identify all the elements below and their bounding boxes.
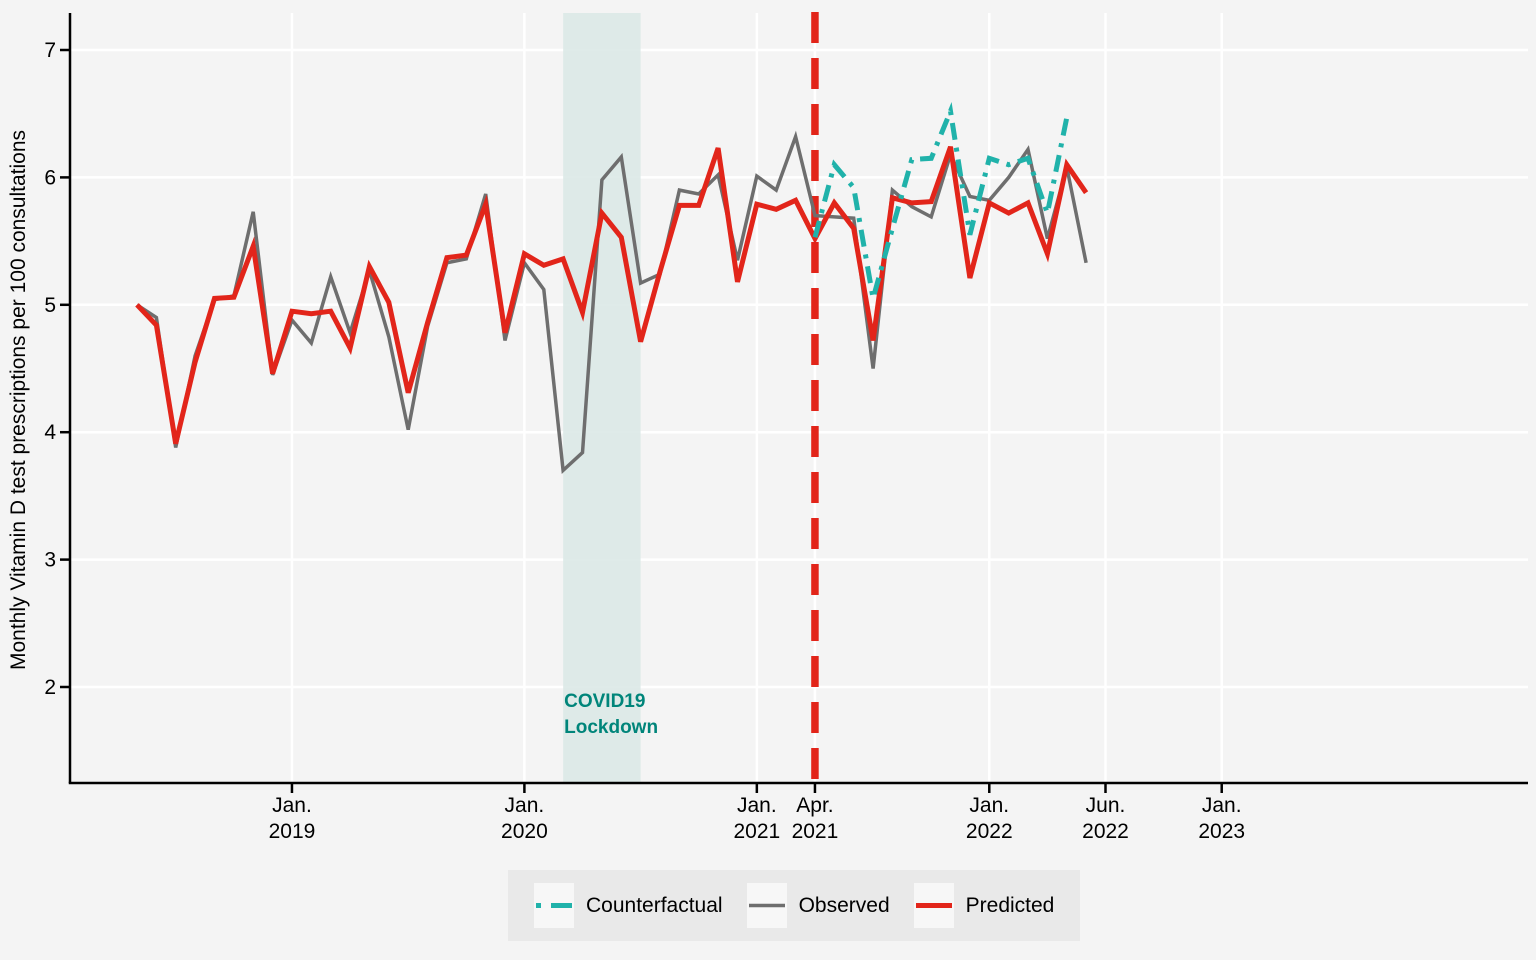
- y-axis-title: Monthly Vitamin D test prescriptions per…: [7, 130, 30, 670]
- lockdown-band-group: COVID19 Lockdown: [563, 13, 658, 783]
- horizontal-gridlines: [70, 48, 1528, 689]
- legend-label-predicted: Predicted: [965, 893, 1055, 917]
- x-tick-label-year: 2023: [1198, 820, 1245, 843]
- observed-line: [136, 130, 1088, 475]
- lockdown-label-line1: COVID19: [564, 691, 645, 712]
- x-tick-labels: Jan. 2019 Jan. 2020 Jan. 2021 Apr. 2021 Jan. 2022…: [269, 794, 1245, 843]
- axes-group: [60, 13, 1528, 793]
- observed-line-sample-icon: [748, 903, 785, 908]
- legend-key-observed: [746, 883, 787, 928]
- vertical-gridlines: [290, 13, 1223, 783]
- lockdown-label-line2: Lockdown: [564, 717, 658, 738]
- x-tick-label-year: 2021: [792, 820, 839, 843]
- x-tick-label-month: Apr.: [796, 794, 833, 817]
- x-tick-label-month: Jun.: [1086, 794, 1126, 817]
- y-tick-label: 5: [44, 294, 56, 317]
- data-series-group: [135, 101, 1089, 475]
- legend-item-counterfactual: Counterfactual: [534, 883, 723, 928]
- y-tick-label: 3: [44, 549, 56, 572]
- x-tick-label-month: Jan.: [272, 794, 312, 817]
- x-tick-label-month: Jan.: [969, 794, 1009, 817]
- counterfactual-line-sample-icon: [536, 903, 572, 908]
- legend-key-counterfactual: [534, 883, 574, 928]
- x-tick-label-year: 2019: [269, 820, 316, 843]
- x-tick-label-year: 2022: [1082, 820, 1129, 843]
- predicted-line: [135, 145, 1089, 445]
- legend: Counterfactual Observed Predicted: [508, 870, 1080, 941]
- x-tick-label-year: 2022: [966, 820, 1013, 843]
- x-tick-label-month: Jan.: [737, 794, 777, 817]
- predicted-line-sample-icon: [915, 903, 952, 908]
- counterfactual-line: [812, 101, 1070, 300]
- legend-item-predicted: Predicted: [913, 883, 1055, 928]
- legend-item-observed: Observed: [746, 883, 890, 928]
- legend-key-predicted: [913, 883, 954, 928]
- chart-figure: COVID19 Lockdown Jan. 2019 Jan. 2020 Jan. 2021…: [7, 12, 1528, 941]
- x-tick-label-month: Jan.: [1202, 794, 1242, 817]
- x-tick-label-month: Jan.: [505, 794, 545, 817]
- y-tick-label: 6: [44, 166, 56, 189]
- y-tick-label: 7: [44, 39, 56, 62]
- y-tick-label: 2: [44, 676, 56, 699]
- time-series-chart: COVID19 Lockdown Jan. 2019 Jan. 2020 Jan. 2021…: [7, 12, 1528, 843]
- x-tick-label-year: 2020: [501, 820, 548, 843]
- lockdown-band: [563, 13, 641, 783]
- legend-label-counterfactual: Counterfactual: [586, 893, 723, 917]
- x-tick-label-year: 2021: [733, 820, 780, 843]
- legend-label-observed: Observed: [798, 893, 890, 917]
- y-tick-labels: 7 6 5 4 3 2: [44, 39, 56, 699]
- y-tick-label: 4: [44, 421, 56, 444]
